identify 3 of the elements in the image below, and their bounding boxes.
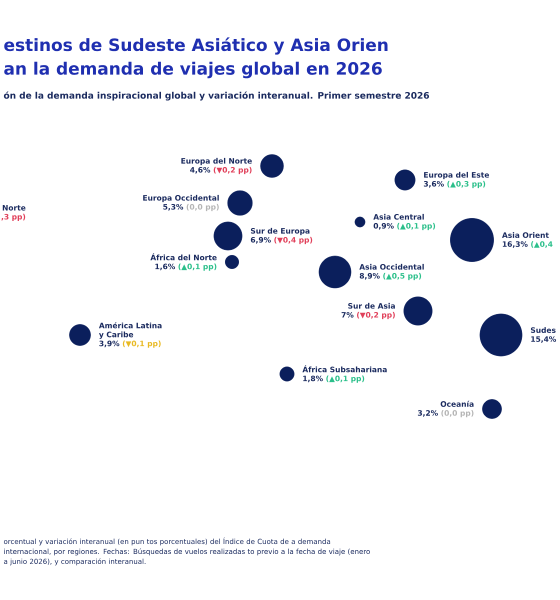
text: estinos de Sudeste Asiático y Asia Orien [4, 37, 388, 55]
text: ón de la demanda inspiracional global y variación interanual. Primer semestre 2026 [4, 91, 430, 101]
text: an la demanda de viajes global en 2026 [4, 62, 382, 78]
